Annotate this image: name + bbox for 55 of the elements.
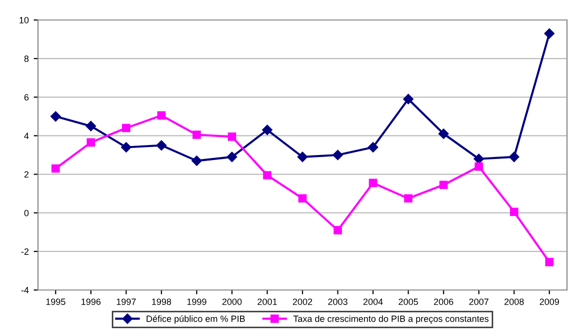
point — [508, 152, 520, 162]
point — [332, 150, 343, 160]
legend-label: Défice público em % PIB — [146, 315, 245, 324]
x-tick-label: 1998 — [152, 298, 172, 305]
x-tick-label: 2006 — [434, 298, 454, 305]
point — [262, 124, 272, 136]
point — [544, 28, 554, 39]
y-tick-label: -4 — [21, 287, 29, 294]
point — [334, 226, 342, 234]
point — [51, 164, 60, 173]
point — [228, 132, 236, 141]
x-tick-label: 2004 — [363, 298, 383, 305]
point — [50, 111, 61, 122]
point — [263, 171, 272, 180]
x-tick-label: 2000 — [222, 298, 242, 305]
point — [157, 111, 166, 120]
point — [545, 258, 554, 266]
x-tick-label: 1999 — [187, 298, 206, 305]
point — [439, 180, 448, 190]
y-tick-label: 6 — [24, 94, 29, 101]
point — [510, 208, 518, 216]
point — [122, 124, 130, 132]
y-tick-label: 0 — [24, 210, 29, 216]
x-tick-label: 2007 — [469, 298, 488, 305]
point — [438, 128, 449, 139]
y-tick-label: -2 — [21, 248, 29, 255]
y-tick-label: 8 — [24, 56, 29, 62]
y-tick-label: 4 — [24, 132, 29, 139]
legend-label: Taxa de crescimento do PIB a preços constantes — [293, 315, 489, 324]
point — [121, 142, 132, 152]
point — [474, 154, 484, 164]
y-tick-label: 10 — [20, 16, 29, 24]
x-tick-label: 2001 — [258, 298, 277, 305]
point — [86, 138, 96, 147]
point — [86, 120, 96, 132]
point — [368, 178, 378, 188]
point — [404, 194, 412, 203]
point — [368, 142, 378, 152]
x-tick-label: 1995 — [46, 298, 66, 305]
point — [156, 140, 167, 150]
point — [403, 94, 414, 104]
y-tick-label: 2 — [24, 171, 29, 178]
point — [226, 152, 238, 162]
x-tick-label: 2009 — [540, 298, 559, 305]
x-tick-label: 2005 — [398, 298, 418, 305]
x-tick-label: 2003 — [328, 298, 348, 305]
x-tick-label: 1997 — [116, 298, 136, 305]
x-tick-label: 2002 — [292, 298, 312, 305]
point — [192, 156, 202, 166]
point — [474, 162, 483, 171]
x-tick-label: 2008 — [504, 298, 524, 305]
x-tick-label: 1996 — [82, 298, 101, 305]
point — [298, 194, 307, 203]
point — [297, 152, 308, 162]
point — [192, 130, 201, 139]
